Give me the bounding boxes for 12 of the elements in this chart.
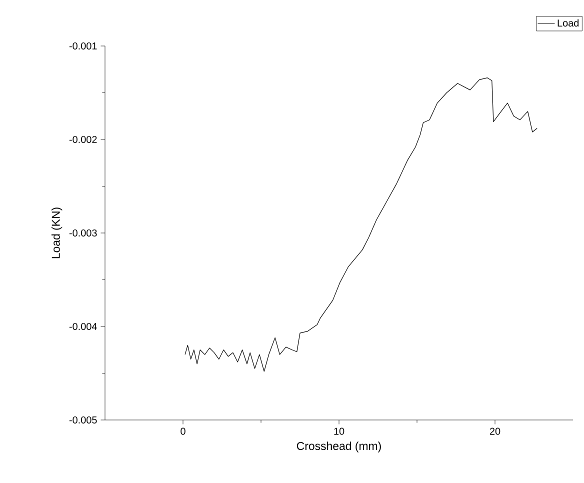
legend-label: Load <box>558 19 579 27</box>
y-tick-label: -0.003 <box>69 229 97 237</box>
x-tick-label: 20 <box>490 428 500 435</box>
line-series <box>184 77 538 372</box>
y-tick-label: -0.001 <box>69 42 97 50</box>
x-tick-label: 0 <box>180 428 186 435</box>
x-tick-label: 10 <box>334 428 344 435</box>
y-axis-title: Load (KN) <box>51 208 62 258</box>
x-axis-title: Crosshead (mm) <box>296 442 381 452</box>
y-tick-label: -0.002 <box>69 136 97 144</box>
y-tick-label: -0.004 <box>69 322 97 330</box>
y-tick-label: -0.005 <box>69 416 97 424</box>
